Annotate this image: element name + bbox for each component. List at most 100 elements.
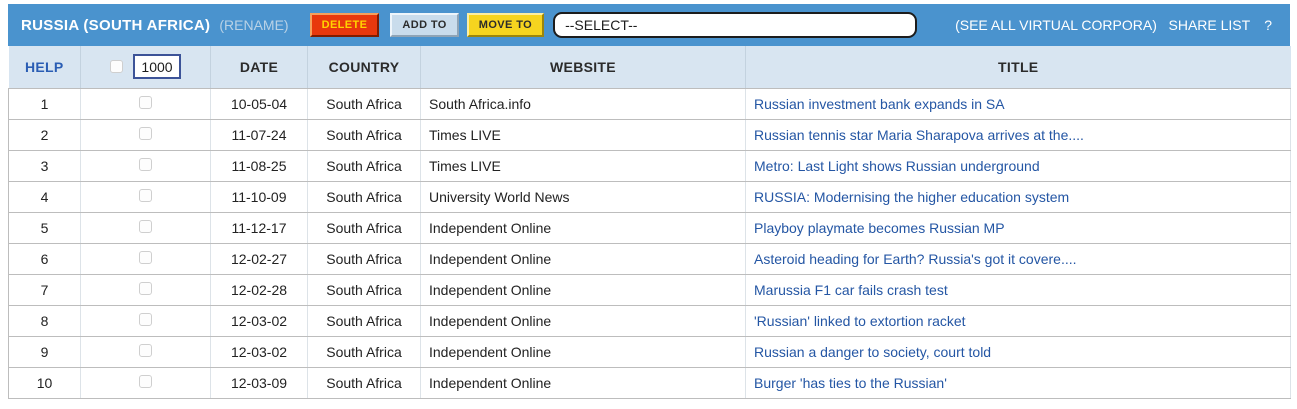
row-title-cell: Metro: Last Light shows Russian undergro… (745, 150, 1291, 182)
row-checkbox-cell (80, 305, 211, 337)
row-country: South Africa (307, 243, 421, 275)
row-date: 11-07-24 (210, 119, 308, 151)
row-website: University World News (420, 181, 746, 213)
row-country: South Africa (307, 367, 421, 399)
row-title-link[interactable]: 'Russian' linked to extortion racket (754, 312, 966, 329)
row-website: Independent Online (420, 212, 746, 244)
row-title-link[interactable]: Asteroid heading for Earth? Russia's got… (754, 250, 1077, 267)
row-checkbox-cell (80, 119, 211, 151)
row-country: South Africa (307, 88, 421, 120)
row-title-link[interactable]: Russian investment bank expands in SA (754, 95, 1005, 112)
row-website: Independent Online (420, 336, 746, 368)
row-website: Independent Online (420, 274, 746, 306)
row-title-cell: RUSSIA: Modernising the higher education… (745, 181, 1291, 213)
row-website: South Africa.info (420, 88, 746, 120)
table-row: 5 11-12-17 South Africa Independent Onli… (8, 212, 1291, 244)
row-checkbox[interactable] (139, 157, 152, 171)
row-number: 3 (8, 150, 81, 182)
corpus-name: RUSSIA (SOUTH AFRICA) (21, 16, 211, 34)
row-date: 11-10-09 (210, 181, 308, 213)
row-checkbox-cell (80, 336, 211, 368)
row-title-link[interactable]: Burger 'has ties to the Russian' (754, 374, 947, 391)
row-date: 12-02-28 (210, 274, 308, 306)
row-website: Independent Online (420, 367, 746, 399)
row-title-cell: Marussia F1 car fails crash test (745, 274, 1291, 306)
row-checkbox[interactable] (139, 219, 152, 233)
row-number: 1 (8, 88, 81, 120)
row-checkbox-cell (80, 181, 211, 213)
help-cell: HELP (8, 46, 81, 89)
corpus-select-dropdown[interactable]: --SELECT-- (553, 12, 918, 38)
table-row: 6 12-02-27 South Africa Independent Onli… (8, 243, 1291, 275)
row-checkbox[interactable] (139, 343, 152, 357)
row-date: 10-05-04 (210, 88, 308, 120)
share-list-link[interactable]: SHARE LIST (1168, 17, 1251, 33)
row-checkbox-cell (80, 243, 211, 275)
table-row: 8 12-03-02 South Africa Independent Onli… (8, 305, 1291, 337)
row-date: 12-03-02 (210, 305, 308, 337)
row-website: Independent Online (420, 305, 746, 337)
row-country: South Africa (307, 119, 421, 151)
row-checkbox[interactable] (139, 312, 152, 326)
column-header-title: TITLE (745, 46, 1291, 89)
select-all-checkbox[interactable] (110, 60, 123, 74)
row-number: 2 (8, 119, 81, 151)
row-checkbox-cell (80, 212, 211, 244)
row-website: Times LIVE (420, 119, 746, 151)
table-row: 9 12-03-02 South Africa Independent Onli… (8, 336, 1291, 368)
row-title-link[interactable]: Metro: Last Light shows Russian undergro… (754, 157, 1040, 174)
row-checkbox[interactable] (139, 374, 152, 388)
column-header-website: WEBSITE (420, 46, 746, 89)
row-title-link[interactable]: RUSSIA: Modernising the higher education… (754, 188, 1070, 205)
row-checkbox[interactable] (139, 126, 152, 140)
share-help-link[interactable]: ? (1264, 17, 1272, 33)
move-to-button[interactable]: MOVE TO (466, 13, 545, 37)
table-row: 7 12-02-28 South Africa Independent Onli… (8, 274, 1291, 306)
corpus-toolbar: RUSSIA (SOUTH AFRICA) (RENAME) DELETE AD… (8, 4, 1290, 46)
row-country: South Africa (307, 212, 421, 244)
row-title-link[interactable]: Russian tennis star Maria Sharapova arri… (754, 126, 1084, 143)
help-link[interactable]: HELP (24, 58, 64, 75)
row-country: South Africa (307, 274, 421, 306)
select-all-cell (80, 46, 211, 89)
row-number: 10 (8, 367, 81, 399)
row-title-cell: Playboy playmate becomes Russian MP (745, 212, 1291, 244)
row-checkbox[interactable] (139, 95, 152, 109)
table-header-row: HELP DATE COUNTRY WEBSITE TITLE (8, 46, 1291, 89)
row-title-cell: Burger 'has ties to the Russian' (745, 367, 1291, 399)
row-date: 12-03-09 (210, 367, 308, 399)
delete-button[interactable]: DELETE (309, 13, 380, 37)
table-row: 2 11-07-24 South Africa Times LIVE Russi… (8, 119, 1291, 151)
row-title-cell: Russian a danger to society, court told (745, 336, 1291, 368)
table-row: 3 11-08-25 South Africa Times LIVE Metro… (8, 150, 1291, 182)
row-number: 8 (8, 305, 81, 337)
row-date: 12-02-27 (210, 243, 308, 275)
row-checkbox[interactable] (139, 281, 152, 295)
row-checkbox-cell (80, 150, 211, 182)
column-header-date: DATE (210, 46, 308, 89)
add-to-button[interactable]: ADD TO (390, 13, 459, 37)
row-title-cell: Asteroid heading for Earth? Russia's got… (745, 243, 1291, 275)
row-date: 11-12-17 (210, 212, 308, 244)
row-checkbox-cell (80, 367, 211, 399)
table-row: 10 12-03-09 South Africa Independent Onl… (8, 367, 1291, 399)
limit-input[interactable] (133, 54, 181, 80)
row-title-link[interactable]: Marussia F1 car fails crash test (754, 281, 948, 298)
row-title-link[interactable]: Russian a danger to society, court told (754, 343, 992, 360)
corpus-results-table: HELP DATE COUNTRY WEBSITE TITLE 1 10-05-… (8, 46, 1291, 399)
rename-link[interactable]: (RENAME) (219, 17, 289, 33)
table-row: 1 10-05-04 South Africa South Africa.inf… (8, 88, 1291, 120)
row-website: Times LIVE (420, 150, 746, 182)
row-number: 6 (8, 243, 81, 275)
row-checkbox[interactable] (139, 250, 152, 264)
row-checkbox[interactable] (139, 188, 152, 202)
row-title-cell: 'Russian' linked to extortion racket (745, 305, 1291, 337)
row-title-link[interactable]: Playboy playmate becomes Russian MP (754, 219, 1005, 236)
row-title-cell: Russian investment bank expands in SA (745, 88, 1291, 120)
row-number: 7 (8, 274, 81, 306)
row-date: 12-03-02 (210, 336, 308, 368)
row-date: 11-08-25 (210, 150, 308, 182)
row-country: South Africa (307, 305, 421, 337)
see-all-virtual-corpora-link[interactable]: (SEE ALL VIRTUAL CORPORA) (955, 17, 1157, 33)
column-header-country: COUNTRY (307, 46, 421, 89)
